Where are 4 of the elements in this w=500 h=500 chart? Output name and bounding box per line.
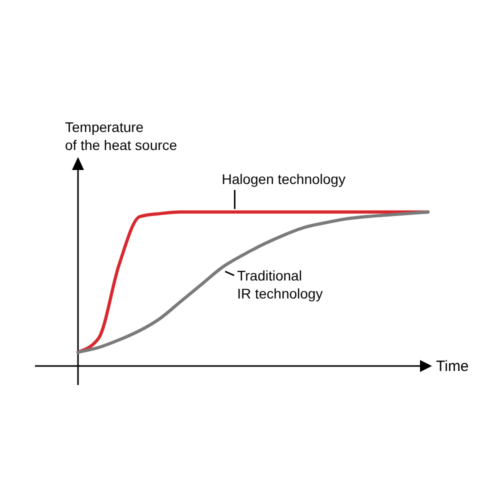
- y-axis-title: Temperature of the heat source: [65, 119, 178, 153]
- x-axis-title: Time: [436, 358, 469, 375]
- series-label: Traditional IR technology: [237, 267, 323, 302]
- series-label: Halogen technology: [222, 171, 346, 187]
